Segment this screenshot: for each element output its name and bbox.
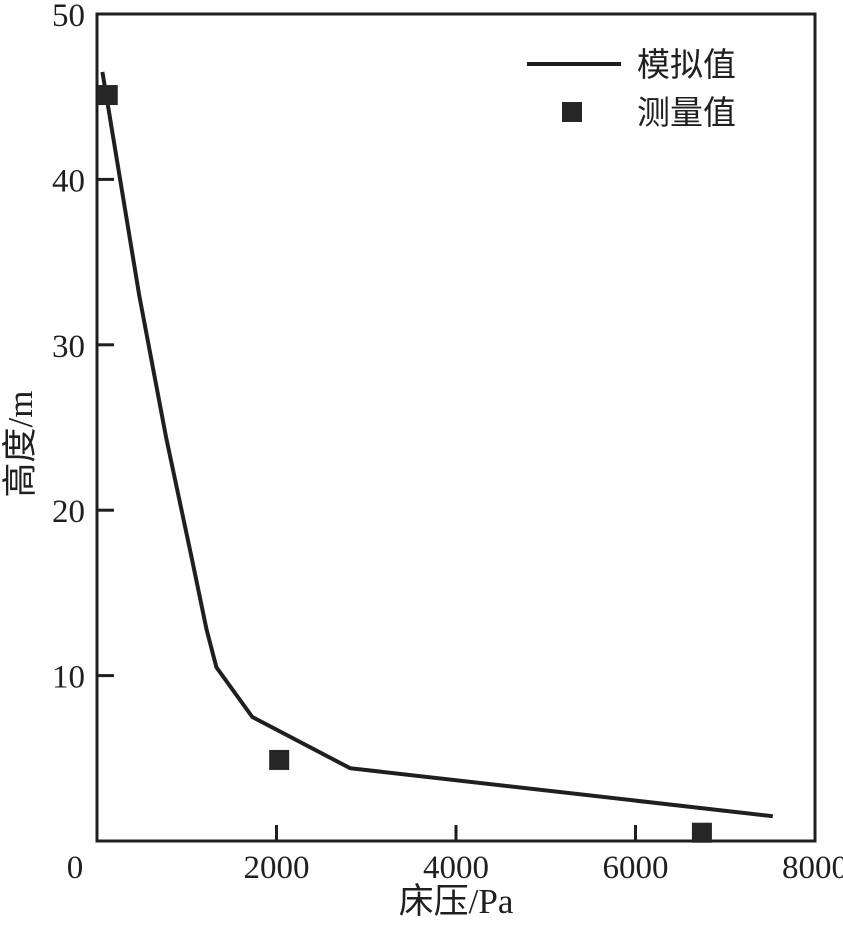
legend: 模拟值 测量值 [527,47,736,132]
legend-label-simulated: 模拟值 [637,47,736,84]
y-tick-label: 20 [52,494,85,530]
legend-square-glyph [562,102,582,122]
y-tick-label: 40 [52,163,85,199]
plot-area: 0 2000 4000 6000 8000 10 20 30 40 50 [52,0,843,886]
plot-frame [95,12,817,843]
x-tick-label: 6000 [603,850,669,886]
y-tick-label: 50 [52,0,85,34]
measured-series-point [97,85,118,106]
x-tick-label: 0 [67,850,84,886]
x-tick-label: 8000 [782,850,843,886]
x-tick-label: 2000 [244,850,310,886]
y-tick-label: 30 [52,329,85,365]
x-axis-label: 床压/Pa [399,882,514,921]
x-tick-label: 4000 [423,850,489,886]
y-tick-label: 10 [52,660,85,696]
measured-series-point [269,749,290,770]
legend-label-measured: 测量值 [637,95,736,132]
measured-series-point [691,822,712,843]
simulated-series-line [100,71,774,819]
y-axis-label: 高度/m [1,391,40,498]
